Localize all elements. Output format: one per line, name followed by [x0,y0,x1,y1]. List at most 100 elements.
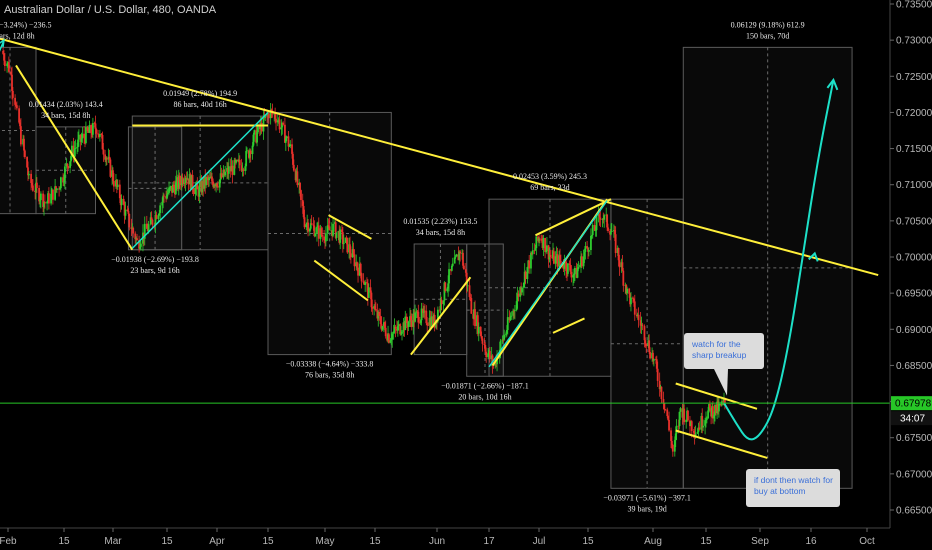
price-axis[interactable]: 0.73500 0.73000 0.72500 0.72000 0.71500 0.710… [889,0,932,528]
candle-body [112,170,114,182]
candle-body [633,301,636,315]
candle-body [715,404,717,414]
time-tick-label: Jun [429,536,445,547]
price-tick-label: 0.72000 [896,108,932,119]
candle-body [417,311,420,323]
candle-body [479,326,482,336]
candle-body [514,310,516,312]
candle-body [374,306,376,309]
candle-body [192,188,195,192]
candle-body [565,261,567,272]
candle-body [224,171,227,176]
candle-body [602,218,605,220]
candle-body [54,186,56,200]
candle-body [278,119,281,130]
candle-body [407,321,410,327]
time-axis[interactable]: Feb 15 Mar 15 Apr 15 May 15 Jun 17 Jul 15 Aug 15 Sep 16… [0,527,890,547]
candle-body [448,269,450,284]
candle-body [505,333,507,335]
candle-body [694,433,697,436]
candle-body [171,184,174,193]
candle-body [79,134,82,142]
candle-body [425,310,428,324]
candle-body [342,242,345,245]
candle-body [262,116,265,132]
candle-body [706,418,708,420]
candle-body [678,411,681,427]
candle-body [357,267,359,276]
candle-body [455,254,458,257]
candle-body [598,214,601,218]
candle-body [227,168,229,174]
candle-body [371,307,374,309]
candle-body [400,333,403,335]
candle-body [258,124,261,130]
candle-body [523,271,526,284]
candle-body [410,320,413,327]
candle-body [469,296,472,299]
candle-body [55,186,57,191]
candle-body [99,133,101,137]
projection-line [0,39,5,52]
candle-body [632,298,635,302]
candle-body [520,287,523,293]
candle-body [288,146,291,147]
candle-body [483,343,486,346]
candle-body [468,285,471,297]
candle-body [149,217,152,225]
candle-body [545,251,547,253]
candle-body [704,420,706,426]
candle-body [339,229,342,243]
candle-body [299,182,301,191]
candle-body [284,124,286,143]
candle-body [191,174,194,189]
candle-body [512,310,514,316]
candle-body [586,246,588,249]
trend-line [675,429,768,459]
candle-body [533,250,536,252]
candle-body [325,233,327,242]
candle-body [519,287,522,297]
candle-body [335,232,338,238]
candle-body [652,352,654,361]
price-tick-label: 0.71000 [896,180,932,191]
candle-body [193,191,196,194]
candle-body [327,225,330,227]
candle-body [180,177,183,186]
candle-body [556,254,559,267]
candle-body [206,176,209,178]
candle-body [344,237,347,243]
candle-body [542,237,545,248]
candle-body [476,315,479,334]
candle-body [531,250,534,255]
candle-body [70,156,72,162]
current-price-value: 0.67978 [895,399,932,410]
candle-body [167,192,169,195]
candle-body [393,326,396,332]
candle-body [346,237,349,253]
candle-body [359,263,362,274]
candle-body [8,62,10,72]
candle-body [218,179,221,188]
candle-body [328,226,331,231]
candle-body [548,254,551,260]
candle-body [60,177,62,189]
measure-label-duration: 23 bars, 9d 16h [130,266,179,275]
candle-body [360,273,363,282]
candle-body [614,234,617,254]
candle-body [573,274,575,276]
candle-body [157,215,160,219]
candle-body [401,331,403,334]
candle-body [62,177,64,183]
candle-body [639,320,642,326]
candle-body [705,419,707,421]
measure-label-change: −0.01938 (−2.69%) −193.8 [111,255,199,264]
candle-body [134,233,137,240]
candle-body [563,261,566,269]
candle-body [353,254,356,267]
candle-body [387,334,389,341]
candle-body [100,133,103,135]
measure-label-change: −0.03971 (−5.61%) −397.1 [603,493,691,502]
candle-body [397,324,400,327]
